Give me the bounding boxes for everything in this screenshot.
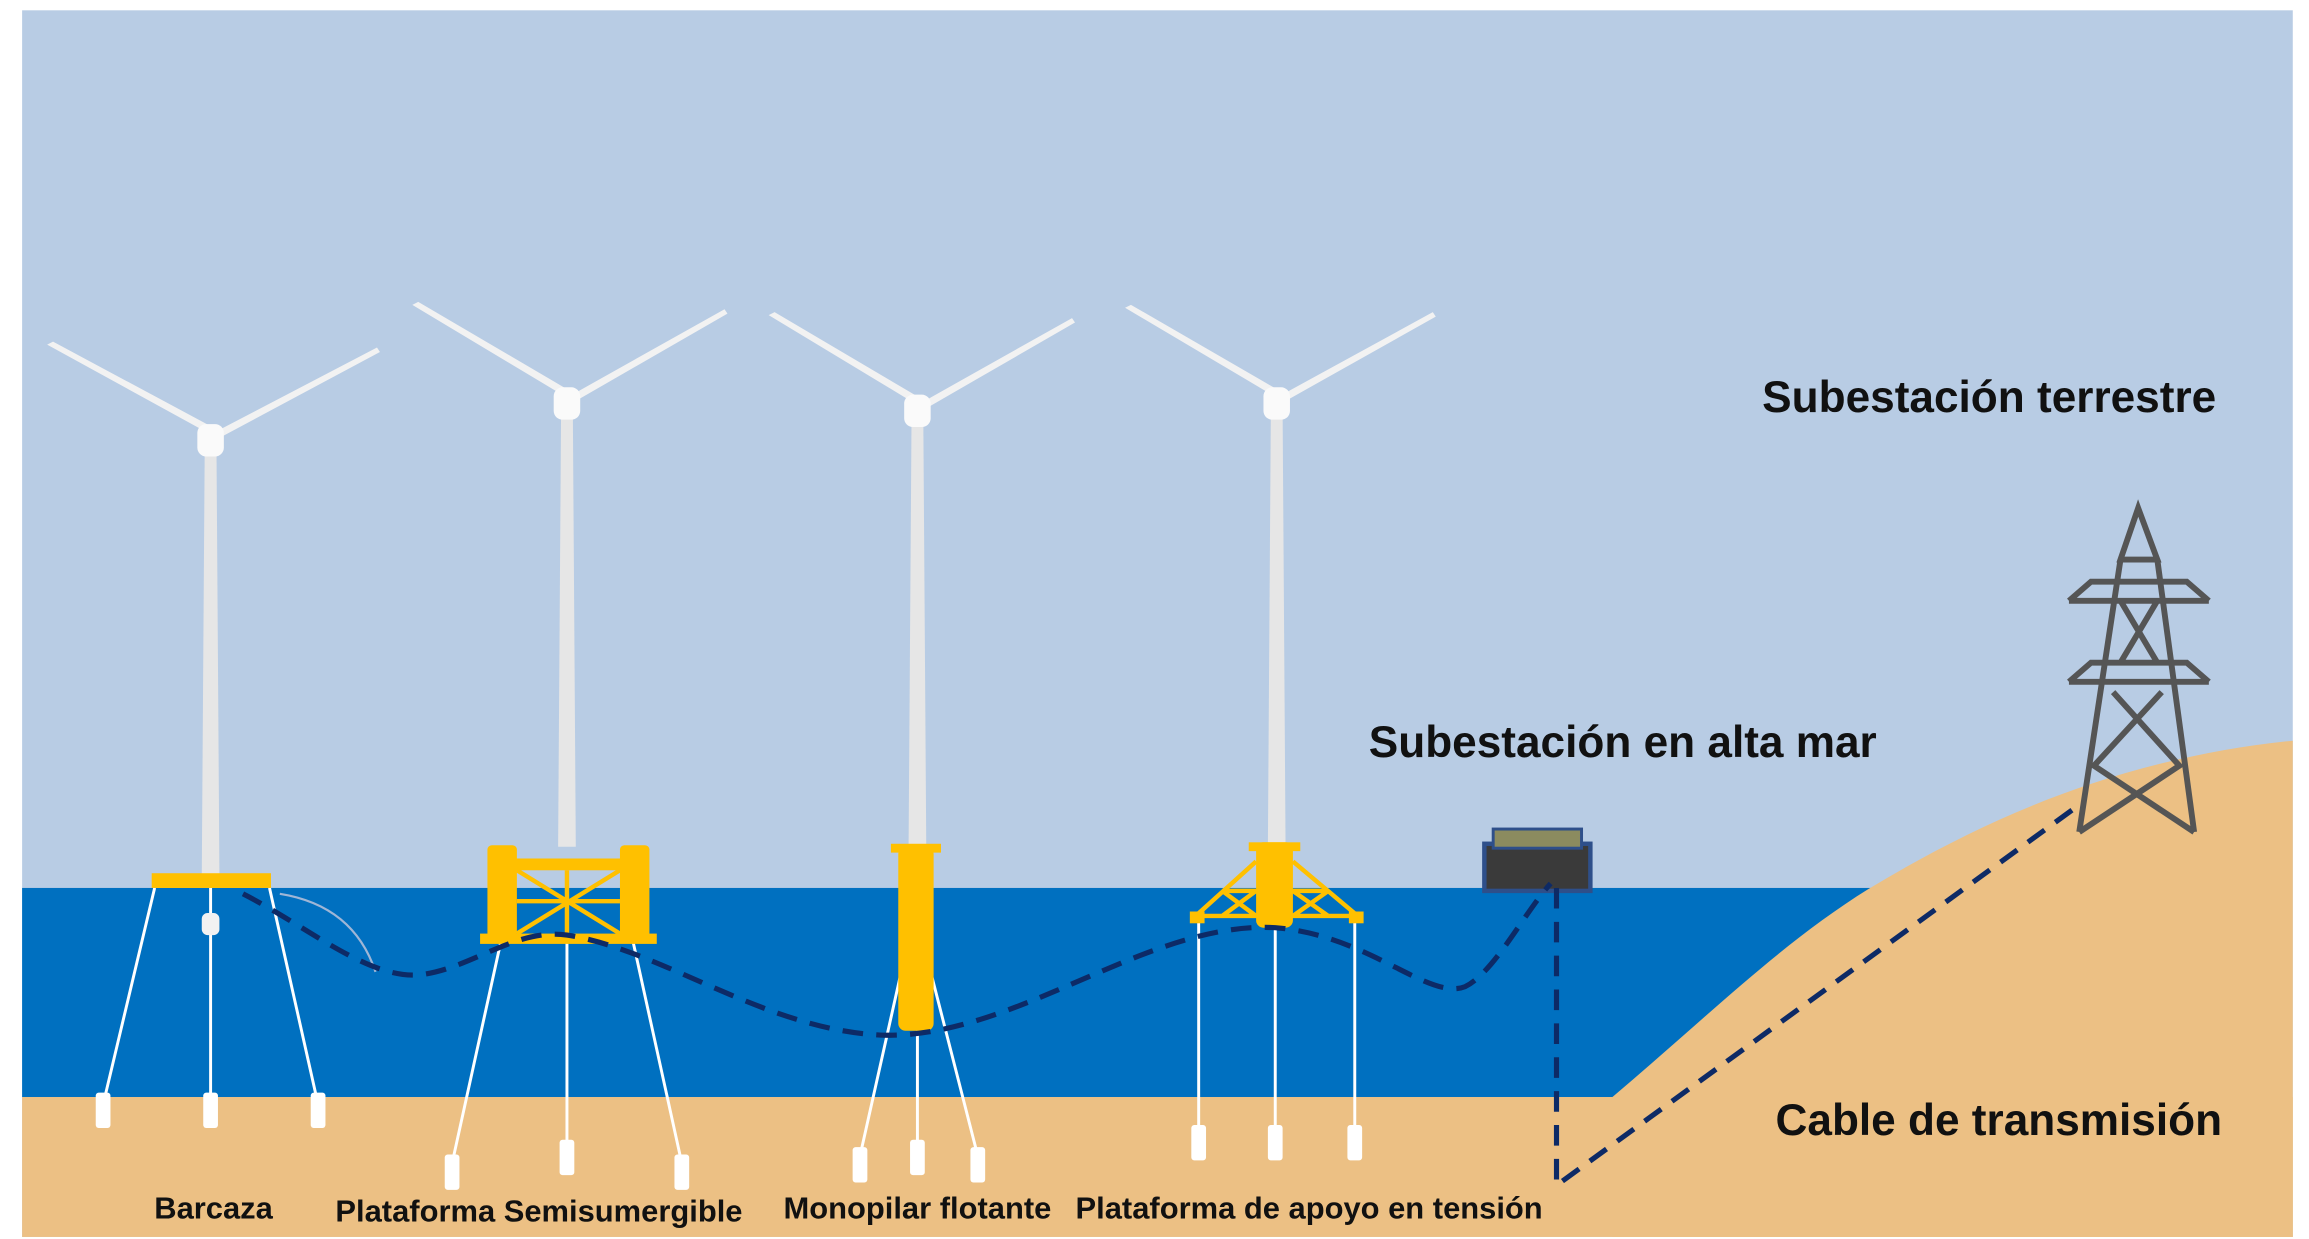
platform-label: Barcaza bbox=[154, 1191, 273, 1226]
moorings bbox=[95, 887, 1363, 1190]
onshore-substation-label: Subestación terrestre bbox=[1762, 373, 2216, 422]
cable-riser bbox=[1553, 804, 2078, 1191]
transmission-cable bbox=[241, 881, 1553, 1038]
platform-label: Plataforma Semisumergible bbox=[335, 1194, 742, 1229]
platforms bbox=[151, 842, 1364, 1031]
platform-label: Monopilar flotante bbox=[783, 1191, 1051, 1226]
offshore-substation-label: Subestación en alta mar bbox=[1369, 718, 1877, 767]
turbines bbox=[47, 301, 1436, 936]
sea bbox=[22, 887, 1937, 1098]
land bbox=[1612, 740, 2293, 1237]
pylon bbox=[2067, 499, 2211, 835]
cable-label: Cable de transmisión bbox=[1776, 1096, 2223, 1145]
offshore-substation bbox=[1482, 827, 1593, 894]
platform-label: Plataforma de apoyo en tensión bbox=[1076, 1191, 1543, 1226]
